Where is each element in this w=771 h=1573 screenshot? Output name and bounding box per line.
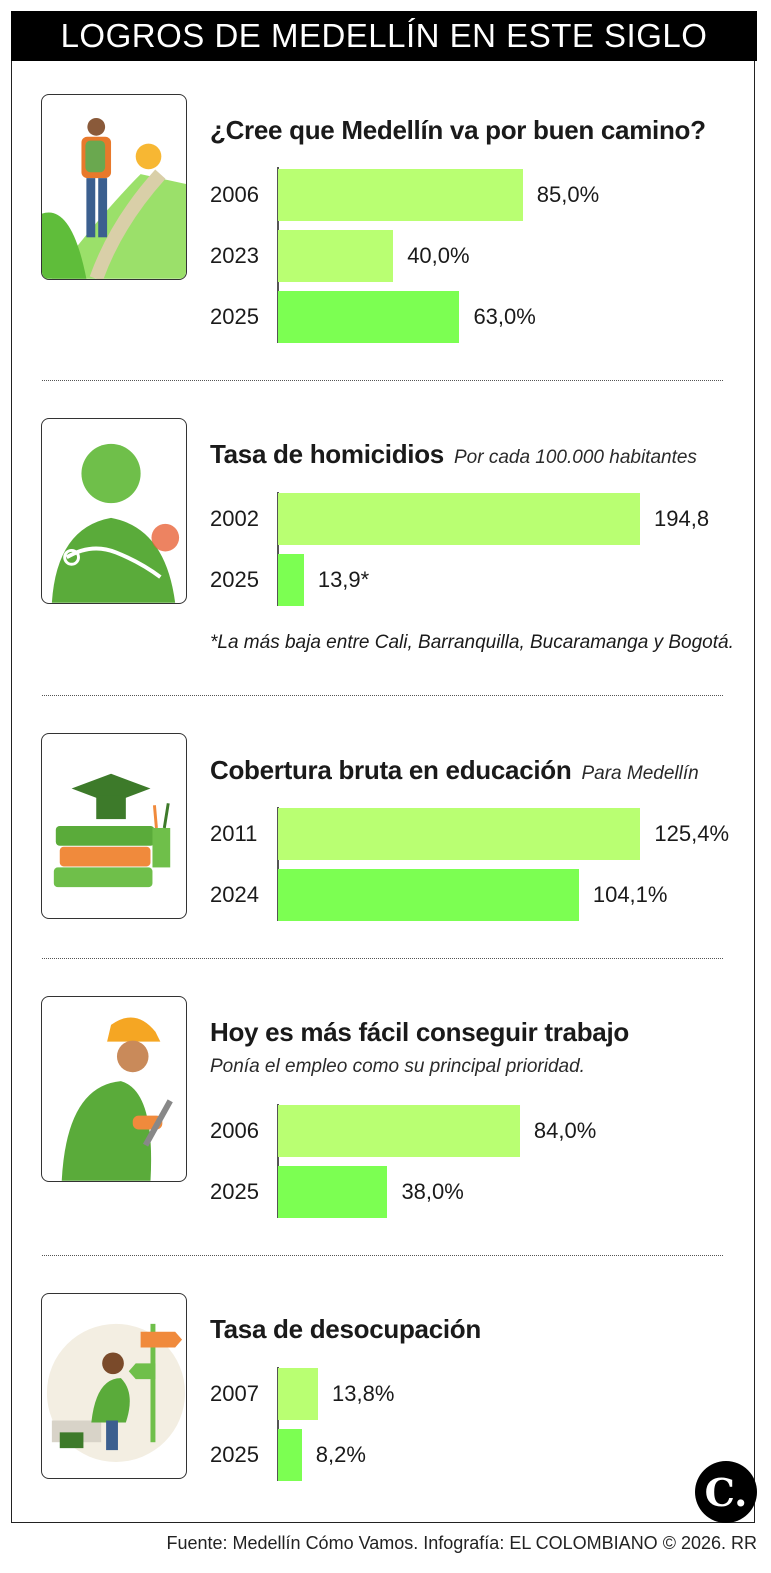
category-label: 2025 [210, 304, 259, 329]
chart-title: Tasa de desocupación [210, 1314, 481, 1344]
category-label: 2006 [210, 182, 259, 207]
chart-subtitle: Ponía el empleo como su principal priori… [210, 1056, 585, 1077]
bar [278, 230, 394, 282]
data-label: 63,0% [473, 304, 536, 329]
data-label: 125,4% [654, 821, 730, 846]
source-credit: Fuente: Medellín Cómo Vamos. Infografía:… [166, 1533, 757, 1553]
data-label: 38,0% [401, 1179, 464, 1204]
bar [278, 1429, 302, 1481]
y-axis-line [277, 1104, 279, 1218]
bar [278, 291, 460, 343]
data-label: 84,0% [533, 1118, 597, 1143]
bar [278, 808, 641, 860]
section-divider [42, 695, 723, 696]
category-label: 2002 [210, 506, 259, 531]
section-divider [42, 380, 723, 381]
y-axis-line [277, 167, 279, 343]
data-label: 85,0% [536, 182, 600, 207]
data-label: 104,1% [592, 882, 668, 907]
category-label: 2024 [210, 882, 259, 907]
bar [278, 169, 523, 221]
chart-title: Tasa de homicidios Por cada 100.000 habit… [210, 439, 697, 469]
page-title: LOGROS DE MEDELLÍN EN ESTE SIGLO [11, 11, 757, 61]
data-label: 194,8 [654, 506, 710, 531]
y-axis-line [277, 807, 279, 921]
category-label: 2025 [210, 567, 259, 592]
worker-wrench-icon [41, 996, 187, 1182]
data-label: 13,8% [332, 1381, 395, 1406]
category-label: 2011 [210, 821, 258, 846]
data-label: 8,2% [315, 1442, 366, 1467]
chart-subtitle: Para Medellín [581, 763, 699, 784]
category-label: 2025 [210, 1179, 259, 1204]
data-label: 40,0% [407, 243, 470, 268]
chart-title: ¿Cree que Medellín va por buen camino? [210, 115, 706, 145]
y-axis-line [277, 1367, 279, 1481]
bar [278, 493, 640, 545]
data-label: 13,9* [317, 567, 370, 592]
chart-subtitle: Por cada 100.000 habitantes [453, 447, 697, 468]
bar [278, 869, 579, 921]
bar [278, 1368, 319, 1420]
walker-path-icon [41, 94, 187, 280]
bar [278, 554, 304, 606]
category-label: 2006 [210, 1118, 259, 1143]
section-divider [42, 1255, 723, 1256]
category-label: 2023 [210, 243, 259, 268]
footnote: *La más baja entre Cali, Barranquilla, B… [210, 632, 734, 653]
y-axis-line [277, 492, 279, 606]
section-divider [42, 958, 723, 959]
bar [278, 1166, 388, 1218]
category-label: 2007 [210, 1381, 259, 1406]
books-graduation-cap-icon [41, 733, 187, 919]
category-label: 2025 [210, 1442, 259, 1467]
chart-title: Cobertura bruta en educación Para Medellí… [210, 755, 699, 785]
unemployed-person-signpost-icon [41, 1293, 187, 1479]
bar [278, 1105, 520, 1157]
chart-title: Hoy es más fácil conseguir trabajo [210, 1017, 629, 1047]
crime-silhouette-icon [41, 418, 187, 604]
el-colombiano-logo: C. [695, 1461, 757, 1523]
